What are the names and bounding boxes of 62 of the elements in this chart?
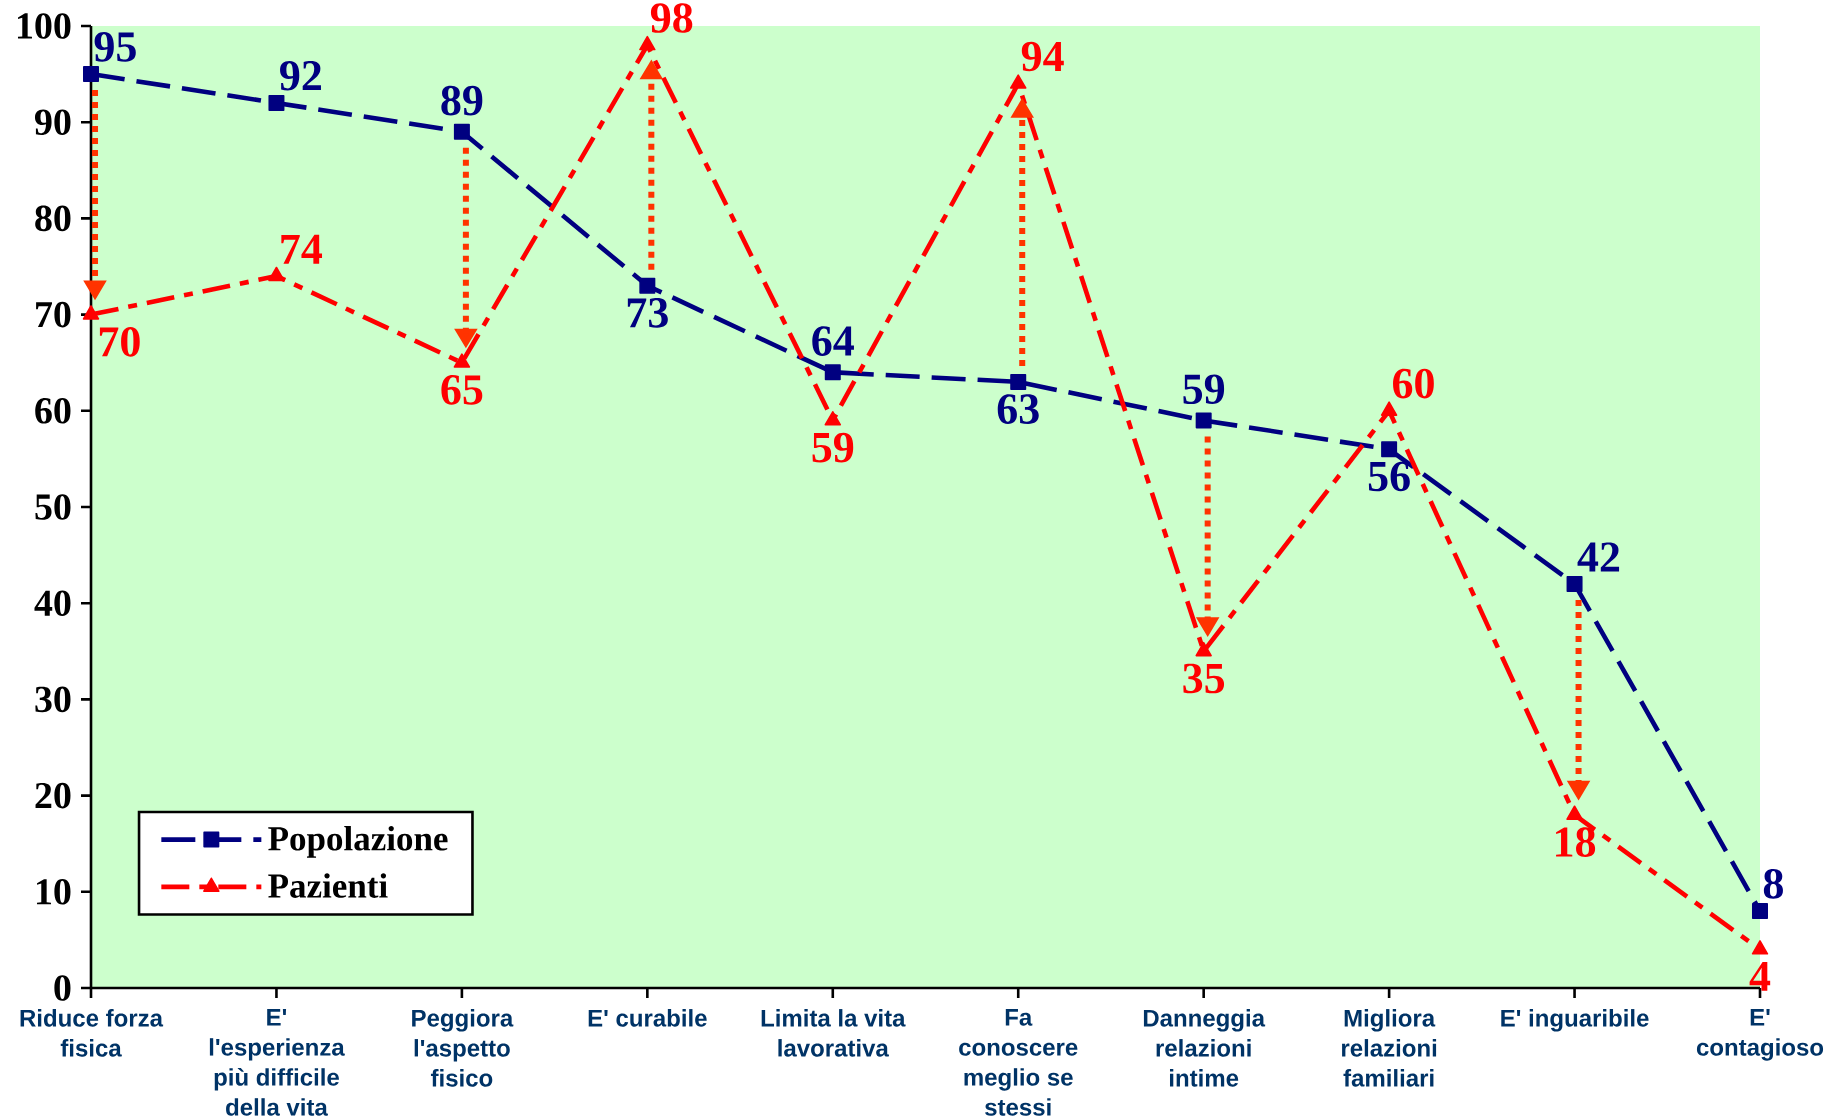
data-label: 65 [441,375,483,405]
legend-label: Pazienti [268,873,388,898]
legend-label: Popolazione [268,825,448,858]
data-label: 59 [812,432,854,463]
point [1380,401,1398,416]
y-tick-label: 70 [36,301,71,328]
y-tick-label: 10 [36,878,71,905]
data-label: 35 [1183,663,1225,694]
y-tick-label: 30 [35,686,71,713]
point [82,305,100,320]
y-tick-label: 60 [35,397,71,424]
y-tick-label: 50 [35,494,71,520]
y-tick-label: 90 [34,109,71,136]
data-label: 94 [1021,41,1064,72]
x-tick-label: Riduce forza fisica [20,1009,164,1057]
point [1566,575,1583,592]
point [1381,441,1398,458]
y-tick-label: 40 [34,590,71,617]
data-label: 74 [281,234,323,264]
x-tick-label: E' inguaribile [1501,1009,1649,1032]
y-tick-label: 0 [54,975,71,1001]
point [1009,74,1027,89]
data-label: 89 [441,85,483,116]
data-label: 95 [94,32,136,62]
point [1195,412,1212,429]
data-label: 60 [1393,368,1434,399]
x-tick-label: Migliora relazioni familiari [1342,1009,1437,1087]
point [1751,940,1769,955]
point [639,277,656,294]
data-label: 18 [1556,827,1596,857]
point [268,266,285,282]
data-label: 63 [997,394,1039,424]
data-label: 70 [99,326,140,357]
point [1010,373,1027,390]
data-label: 4 [1749,961,1771,991]
data-label: 64 [812,326,854,356]
y-tick-label: 80 [35,205,71,232]
data-label: 8 [1763,868,1783,899]
point [453,353,471,368]
data-label: 92 [280,60,321,91]
y-tick-label: 20 [35,782,71,809]
data-label: 42 [1577,542,1620,572]
x-tick-label: E' curabile [588,1009,707,1027]
x-tick-label: Danneggia relazioni intime [1143,1009,1266,1087]
point [1195,641,1212,657]
data-label: 56 [1368,461,1410,492]
point [1566,805,1583,820]
x-tick-label: Limita la vita lavorativa [761,1009,906,1057]
data-label: 98 [650,3,693,33]
point [453,123,470,140]
point [824,411,842,426]
x-tick-label: Peggiora l'aspetto fisico [412,1009,514,1087]
point [824,364,841,381]
point [83,66,100,83]
x-tick-label: E' contagioso [1696,1009,1824,1061]
x-tick-label: Fa conoscere meglio se stessi [959,1009,1078,1116]
data-label: 73 [627,298,668,328]
x-tick-label: E' l'esperienza più difficile della vita [209,1009,345,1116]
y-tick-label: 100 [17,13,71,39]
point [639,35,656,51]
point [268,94,285,111]
data-label: 59 [1183,374,1225,405]
